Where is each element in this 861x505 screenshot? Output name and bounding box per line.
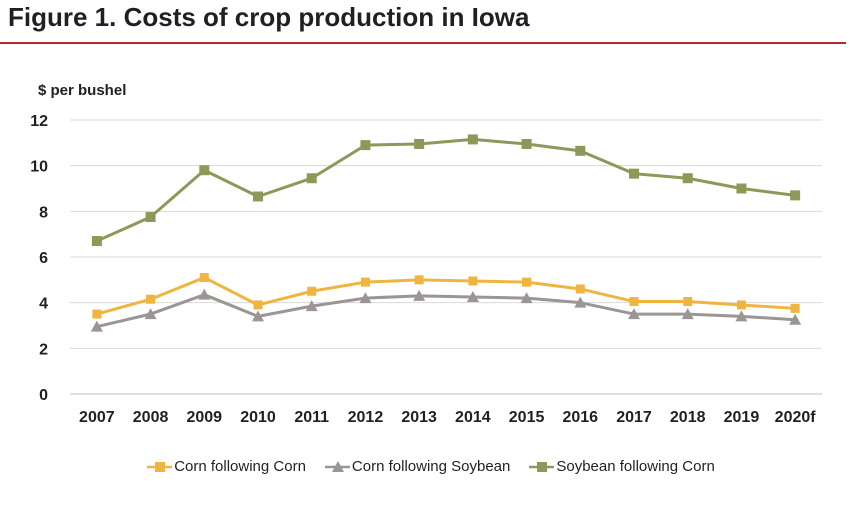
data-point — [92, 309, 102, 319]
data-point — [253, 300, 263, 310]
data-point — [413, 289, 426, 301]
data-point — [629, 297, 639, 307]
data-point — [360, 277, 370, 287]
legend-label: Corn following Soybean — [351, 458, 511, 475]
data-point — [790, 190, 801, 201]
data-point — [574, 296, 587, 308]
y-tick-label: 10 — [30, 159, 48, 176]
series-line — [96, 137, 796, 243]
x-tick-label: 2007 — [79, 409, 115, 426]
x-tick-label: 2018 — [670, 409, 706, 426]
y-tick-label: 6 — [39, 250, 48, 267]
series-line — [96, 276, 796, 316]
legend-marker — [147, 461, 173, 472]
legend-item: Corn following Soybean — [324, 458, 510, 475]
data-point — [735, 310, 748, 322]
data-point — [199, 165, 210, 176]
data-point — [682, 173, 693, 184]
data-point — [521, 138, 532, 149]
data-point — [575, 284, 585, 294]
data-point — [683, 297, 693, 307]
data-point — [522, 277, 532, 287]
data-point — [252, 310, 264, 322]
legend-label: Soybean following Corn — [556, 458, 715, 475]
x-tick-label: 2011 — [294, 409, 329, 426]
x-tick-label: 2014 — [455, 409, 491, 426]
x-tick-label: 2019 — [724, 409, 760, 426]
x-tick-label: 2013 — [401, 409, 437, 426]
data-point — [789, 313, 802, 325]
legend-label: Corn following Corn — [174, 458, 306, 475]
data-point — [145, 212, 156, 223]
y-tick-label: 2 — [39, 341, 48, 358]
data-point — [414, 138, 425, 149]
x-tick-label: 2020f — [775, 409, 817, 426]
data-point — [575, 145, 586, 156]
data-point — [307, 286, 317, 296]
data-point — [305, 300, 318, 312]
y-tick-label: 4 — [39, 296, 48, 313]
y-tick-label: 12 — [30, 113, 48, 130]
data-point — [199, 273, 209, 283]
data-point — [520, 292, 533, 304]
legend-marker — [529, 461, 555, 472]
x-tick-label: 2012 — [348, 409, 384, 426]
data-point — [629, 168, 639, 179]
data-point — [790, 303, 800, 313]
data-point — [146, 294, 156, 304]
x-tick-label: 2009 — [186, 409, 222, 426]
data-point — [414, 275, 424, 285]
data-point — [360, 140, 371, 151]
x-tick-label: 2008 — [133, 409, 169, 426]
data-point — [468, 276, 478, 286]
series-line — [96, 293, 796, 329]
y-axis-label: $ per bushel — [38, 82, 126, 99]
chart-legend: Corn following Corn Corn following Soybea… — [0, 458, 861, 475]
data-point — [736, 183, 747, 194]
data-point — [467, 134, 478, 145]
data-point — [91, 236, 102, 247]
title-rule — [0, 42, 846, 44]
x-tick-label: 2016 — [562, 409, 598, 426]
data-point — [90, 320, 103, 332]
data-point — [681, 308, 694, 320]
x-tick-label: 2017 — [616, 409, 652, 426]
data-point — [466, 290, 479, 302]
legend-marker — [324, 460, 350, 472]
data-point — [359, 292, 372, 304]
y-tick-label: 8 — [39, 204, 48, 221]
x-tick-label: 2015 — [509, 409, 545, 426]
data-point — [306, 173, 317, 184]
data-point — [144, 308, 157, 320]
legend-item: Soybean following Corn — [528, 458, 715, 475]
data-point — [198, 288, 211, 300]
figure-title: Figure 1. Costs of crop production in Io… — [8, 2, 530, 32]
data-point — [253, 191, 263, 202]
x-tick-label: 2010 — [240, 409, 276, 426]
y-tick-label: 0 — [39, 387, 48, 404]
legend-item: Corn following Corn — [146, 458, 306, 475]
data-point — [628, 308, 640, 320]
line-chart: $ per bushel 0 2 4 6 8 10 12 2007 2008 2009 2010 2… — [30, 82, 822, 426]
data-point — [736, 300, 746, 310]
